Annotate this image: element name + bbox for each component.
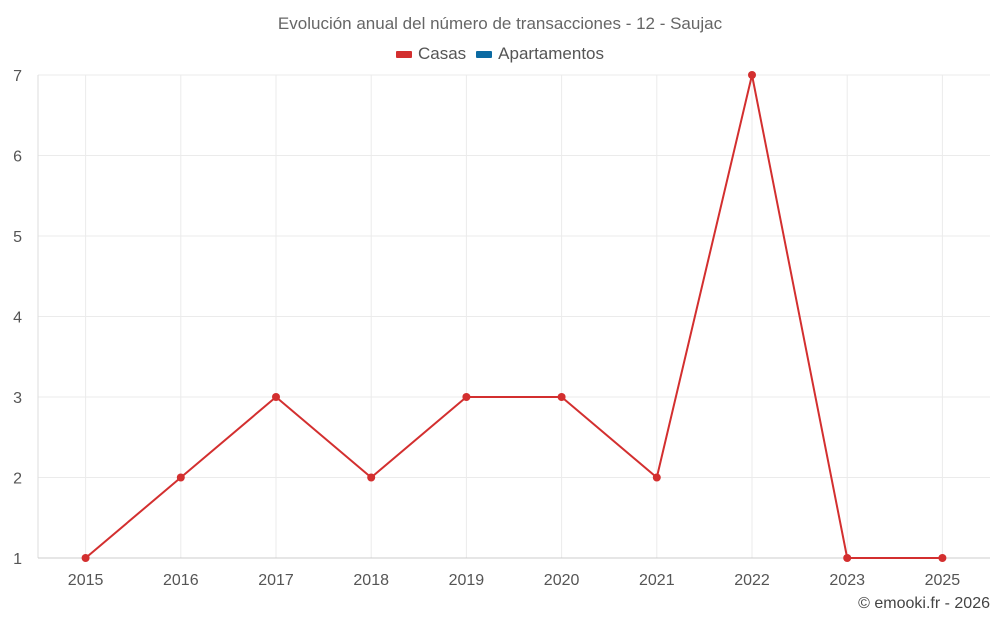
- series-line-casas: [84, 74, 943, 559]
- data-point-casas[interactable]: [938, 554, 947, 562]
- data-point-casas[interactable]: [367, 473, 376, 482]
- x-tick-label: 2018: [353, 572, 389, 589]
- legend-label-apartamentos: Apartamentos: [498, 44, 605, 63]
- data-point-casas[interactable]: [557, 393, 566, 401]
- y-tick-label: 1: [13, 551, 22, 568]
- legend-label-casas: Casas: [417, 44, 467, 63]
- y-tick-label: 3: [13, 390, 22, 407]
- credit: © emooki.fr - 2026: [858, 595, 990, 612]
- series-layer: [81, 71, 947, 562]
- data-point-casas[interactable]: [272, 393, 280, 401]
- y-tick-label: 7: [13, 68, 22, 85]
- data-point-casas[interactable]: [652, 473, 661, 482]
- y-tick-label: 5: [13, 229, 22, 246]
- legend-swatch-apartamentos: [476, 50, 493, 58]
- y-axis: 1 2 3 4 5 6 7: [13, 68, 22, 568]
- y-tick-label: 2: [13, 471, 22, 488]
- data-point-casas[interactable]: [81, 554, 90, 562]
- chart-title: Evolución anual del número de transaccio…: [277, 14, 723, 33]
- x-axis: 2015 2016 2017 2018 2019 2020 2021 2022 2023 2025: [68, 572, 960, 589]
- x-tick-label: 2015: [68, 572, 104, 589]
- grid: [37, 74, 990, 559]
- x-tick-label: 2025: [925, 572, 961, 589]
- data-point-casas[interactable]: [843, 554, 852, 562]
- y-tick-label: 6: [13, 149, 22, 166]
- y-tick-label: 4: [13, 310, 22, 327]
- x-tick-label: 2021: [639, 572, 675, 589]
- data-point-casas[interactable]: [176, 473, 185, 482]
- legend-swatch-casas: [395, 50, 412, 58]
- x-tick-label: 2023: [829, 572, 865, 589]
- x-tick-label: 2016: [163, 572, 199, 589]
- x-tick-label: 2022: [734, 572, 770, 589]
- x-tick-label: 2019: [449, 572, 485, 589]
- data-point-casas[interactable]: [748, 71, 756, 79]
- legend: Casas Apartamentos: [0, 44, 1000, 64]
- x-tick-label: 2020: [544, 572, 580, 589]
- x-tick-label: 2017: [258, 572, 294, 589]
- legend-item-casas[interactable]: Casas: [395, 44, 467, 64]
- legend-item-apartamentos[interactable]: Apartamentos: [476, 44, 604, 64]
- data-point-casas[interactable]: [462, 393, 471, 401]
